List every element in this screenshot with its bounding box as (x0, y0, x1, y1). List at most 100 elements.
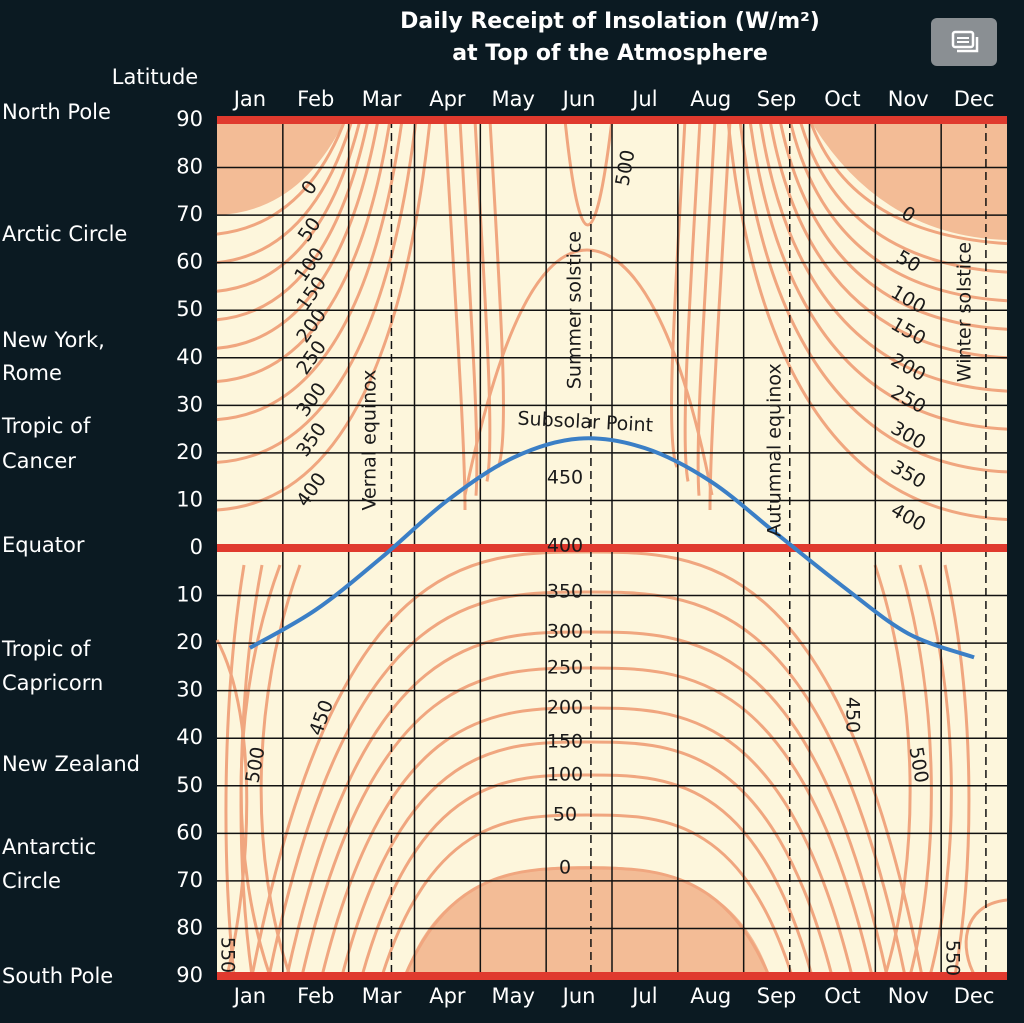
x-tick-label: Jun (561, 984, 596, 1008)
x-tick-label: Jul (630, 87, 657, 111)
y-tick-label: 30 (176, 392, 203, 416)
y-tick-label: 80 (176, 155, 203, 179)
contour-line (808, 119, 1008, 246)
contour-label: 0 (559, 857, 571, 879)
y-tick-label: 70 (176, 202, 203, 226)
x-tick-label: Mar (362, 984, 402, 1008)
contour-line (216, 119, 370, 322)
shade-region (810, 120, 1007, 240)
x-tick-label: Oct (824, 87, 860, 111)
contour-line (285, 630, 889, 977)
contour-line (216, 119, 354, 265)
contour-line (708, 119, 732, 510)
x-tick-label: May (492, 984, 535, 1008)
contour-line (696, 119, 717, 496)
y-tick-label: 0 (190, 535, 203, 559)
x-tick-label: Jan (232, 984, 266, 1008)
place-label: Tropic of (1, 414, 91, 438)
contour-label: 450 (547, 467, 583, 489)
place-label: Capricorn (2, 671, 103, 695)
y-tick-label: 60 (176, 250, 203, 274)
x-tick-label: Feb (297, 984, 334, 1008)
chart-title: Daily Receipt of Insolation (W/m²) (400, 9, 820, 34)
y-tick-label: 30 (176, 678, 203, 702)
y-tick-label: 10 (176, 487, 203, 511)
place-label: Circle (2, 869, 61, 893)
contour-line (788, 119, 1008, 303)
y-tick-label: 80 (176, 915, 203, 939)
place-label: New Zealand (2, 752, 140, 776)
contour-line (215, 639, 249, 977)
comment-button[interactable] (931, 18, 997, 66)
place-label: Arctic Circle (2, 222, 127, 246)
contour-line (403, 866, 771, 977)
y-tick-label: 60 (176, 820, 203, 844)
x-tick-label: Jan (232, 87, 266, 111)
y-tick-label: 40 (176, 725, 203, 749)
comment-icon (951, 30, 979, 53)
contour-line (267, 590, 907, 977)
x-tick-label: Oct (824, 984, 860, 1008)
shade-region (405, 866, 770, 976)
x-tick-label: Jul (630, 984, 657, 1008)
contour-line (683, 119, 702, 482)
contour-line (224, 564, 246, 977)
contour-line (216, 119, 347, 236)
x-tick-label: Feb (297, 87, 334, 111)
contour-label: 250 (547, 657, 583, 679)
contour-line (360, 773, 814, 977)
contour-line (738, 119, 1008, 474)
contour-line (943, 564, 971, 977)
contour-line (300, 666, 874, 977)
x-tick-label: Apr (429, 984, 466, 1008)
contour-line (488, 119, 505, 468)
contour-line (964, 898, 1008, 977)
x-tick-label: Nov (888, 984, 929, 1008)
contour-label: 50 (553, 804, 577, 826)
x-tick-label: Jun (561, 87, 596, 111)
y-tick-label: 90 (176, 107, 203, 131)
x-tick-label: Mar (362, 87, 402, 111)
marker-label: Vernal equinox (359, 369, 381, 510)
contour-line (239, 564, 264, 977)
contour-line (216, 119, 404, 422)
place-label: Cancer (2, 449, 76, 473)
place-label: South Pole (2, 964, 113, 988)
place-label: Equator (2, 533, 85, 557)
place-label: North Pole (2, 100, 111, 124)
contour-label: 300 (547, 621, 583, 643)
contour-label: 550 (942, 940, 964, 976)
contour-line (380, 813, 794, 977)
contour-line (778, 119, 1008, 331)
x-tick-label: Apr (429, 87, 466, 111)
x-tick-label: Aug (690, 984, 731, 1008)
contour-label: 550 (217, 937, 239, 973)
contour-line (768, 119, 1008, 360)
marker-label: Autumnal equinox (764, 363, 786, 536)
x-tick-label: Sep (757, 87, 797, 111)
contour-line (898, 564, 933, 977)
marker-label: Summer solstice (564, 231, 586, 389)
contour-line (216, 119, 418, 464)
contour-label: 350 (547, 581, 583, 603)
x-tick-label: Nov (888, 87, 929, 111)
contour-label: 150 (547, 731, 583, 753)
contour-label: 100 (547, 764, 583, 786)
chart-title: at Top of the Atmosphere (452, 41, 768, 66)
contour-line (798, 119, 1008, 274)
y-tick-label: 70 (176, 868, 203, 892)
place-label: New York, (2, 328, 105, 352)
contour-line (748, 119, 1008, 431)
contour-line (340, 740, 834, 977)
contour-line (758, 119, 1008, 393)
contour-line (216, 119, 392, 384)
marker-label: Winter solstice (954, 242, 976, 382)
place-label: Rome (2, 361, 62, 385)
y-tick-label: 20 (176, 630, 203, 654)
place-label: Antarctic (2, 835, 96, 859)
subsolar-line (248, 436, 975, 660)
y-tick-label: 20 (176, 440, 203, 464)
